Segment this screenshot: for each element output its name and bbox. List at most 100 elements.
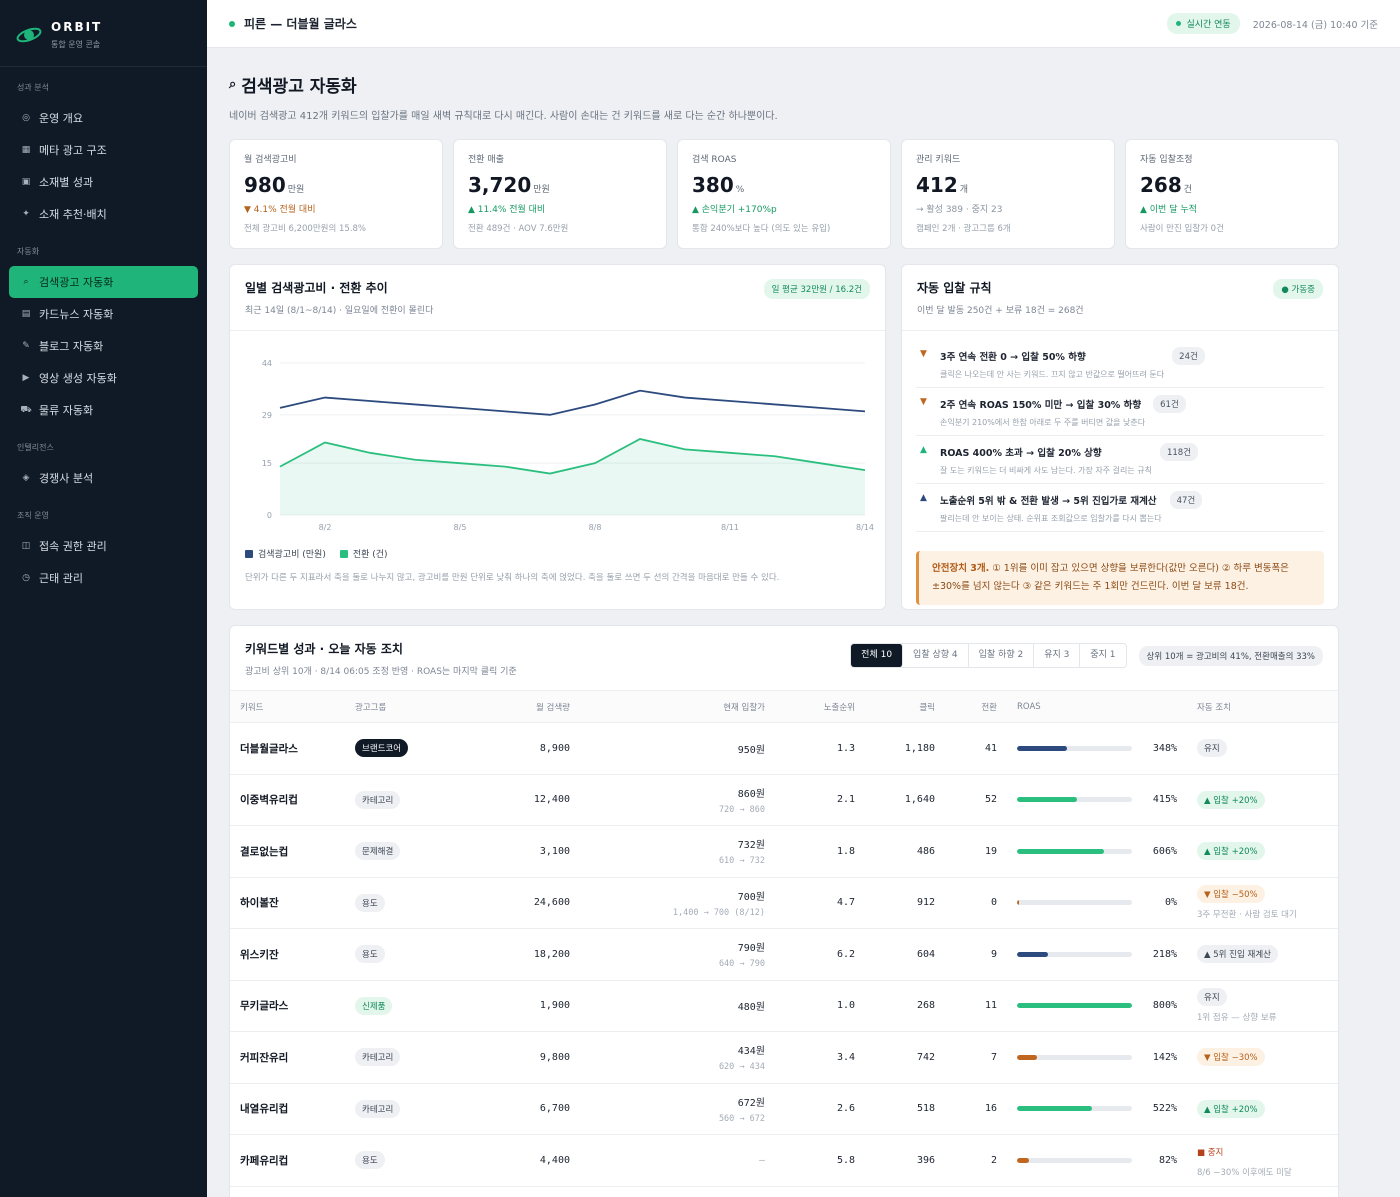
roas-value: 82%	[1158, 1154, 1177, 1166]
table-row[interactable]: 커피잔유리 카테고리 9,800 434원 620 → 434 3.4 742 7 142% ▼ …	[230, 1031, 1338, 1084]
filter-tab[interactable]: 전체 10	[851, 644, 904, 667]
column-header[interactable]: ROAS	[1007, 690, 1187, 723]
bid-cell: 480원	[580, 980, 775, 1032]
table-row[interactable]: 하이볼잔 용도 24,600 700원 1,400 → 700 (8/12) 4.7 912…	[230, 877, 1338, 929]
bid-change: 720 → 860	[718, 804, 765, 815]
filter-tab[interactable]: 중지 1	[1090, 650, 1116, 660]
arrow-up-icon: ▲	[920, 445, 927, 455]
sidebar-item[interactable]: ✦ 소재 추천·배치	[9, 198, 198, 230]
bid-cell: —	[580, 1134, 775, 1187]
sidebar-item[interactable]: ▶ 영상 생성 자동화	[9, 362, 198, 394]
brand[interactable]: ORBIT 통합 운영 콘솔	[0, 0, 207, 67]
kpi-label: 월 검색광고비	[244, 155, 297, 165]
timestamp: 2026-08-14 (금) 10:40 기준	[1252, 19, 1378, 31]
filter-tab[interactable]: 입찰 하향 2	[969, 644, 1035, 667]
roas-cell: 522%	[1007, 1083, 1187, 1135]
roas-cell: 82%	[1007, 1134, 1187, 1187]
main-content: ⌕ 검색광고 자동화 네이버 검색광고 412개 키워드의 입찰가를 매일 새벽 …	[229, 48, 1339, 1197]
current-bid: —	[758, 1154, 765, 1166]
roas-cell: 142%	[1007, 1031, 1187, 1084]
orbit-logo-icon	[16, 27, 42, 43]
nav-section-title: 조직 운영	[17, 511, 49, 520]
table-row[interactable]: 유리컵선물선물5,300450원3.13886326%유지	[230, 1186, 1338, 1197]
conversions-cell: 11	[945, 980, 1007, 1032]
sidebar-item[interactable]: ◷ 근태 관리	[9, 562, 198, 594]
bid-cell: 732원 610 → 732	[580, 825, 775, 878]
search-volume-cell: 24,600	[460, 877, 580, 929]
sidebar-item[interactable]: ▤ 카드뉴스 자동화	[9, 298, 198, 330]
search-volume-cell: 4,400	[460, 1134, 580, 1187]
sidebar-item[interactable]: ◈ 경쟁사 분석	[9, 462, 198, 494]
breadcrumb: 피른 — 더블월 글라스	[244, 17, 357, 31]
legend-spend: 검색광고비 (만원)	[245, 547, 326, 560]
page-title-text: 검색광고 자동화	[241, 77, 357, 97]
table-row[interactable]: 무키글라스 신제품 1,900 480원 1.0 268 11 800% 유지 1위 점유 — 상…	[230, 980, 1338, 1032]
sidebar-nav: 성과 분석 ◎ 운영 개요 ▦ 메타 광고 구조 ▣ 소재별 성과 ✦ 소재 추천·배치 자동화 ⌕…	[0, 82, 207, 594]
sidebar-item[interactable]: ◎ 운영 개요	[9, 102, 198, 134]
filter-tab[interactable]: 입찰 상향 4	[903, 644, 969, 667]
sidebar-item[interactable]: ▣ 소재별 성과	[9, 166, 198, 198]
sidebar-item[interactable]: ◫ 접속 권한 관리	[9, 530, 198, 562]
roas-value: 800%	[1152, 1000, 1177, 1012]
sidebar-item[interactable]: ⛟ 물류 자동화	[9, 394, 198, 426]
column-header[interactable]: 클릭	[865, 690, 945, 723]
column-header[interactable]: 광고그룹	[345, 690, 460, 723]
action-badge: ▲ 입찰 +20%	[1197, 842, 1265, 861]
kpi-unit: 건	[1183, 185, 1193, 195]
nav-icon: ◫	[21, 541, 31, 551]
spend-line	[279, 389, 866, 416]
filter-tab[interactable]: 유지 3	[1034, 644, 1081, 667]
x-tick-label: 8/2	[319, 523, 332, 532]
arrow-down-icon: ▼	[920, 397, 927, 407]
keyword-table-card: 키워드별 성과 · 오늘 자동 조치 광고비 상위 10개 · 8/14 06:…	[229, 625, 1339, 1197]
ad-group-tag: 용도	[355, 1151, 385, 1170]
table-row[interactable]: 더블월글라스 브랜드코어 8,900 950원 1.3 1,180 41 348% 유지	[230, 722, 1338, 775]
table-row[interactable]: 위스키잔 용도 18,200 790원 640 → 790 6.2 604 9 218% ▲ 5위…	[230, 928, 1338, 981]
column-header[interactable]: 전환	[945, 690, 1007, 723]
column-header[interactable]: 자동 조치	[1187, 690, 1338, 723]
kpi-value: 3,720 만원	[468, 173, 550, 197]
filter-tabs: 전체 10 입찰 상향 4 입찰 하향 2 유지 3 중지 1	[850, 643, 1127, 668]
action-cell: ▲ 입찰 +20%	[1187, 1083, 1338, 1135]
rule-desc: 팔리는데 안 보이는 상태. 순위표 조회값으로 입찰가를 다시 뽑는다	[940, 514, 1162, 523]
x-tick-label: 8/5	[454, 523, 467, 532]
action-badge: ▼ 입찰 −30%	[1197, 1048, 1265, 1067]
search-icon: ⌕	[229, 77, 237, 92]
column-header[interactable]: 월 검색량	[460, 690, 580, 723]
clicks-cell: 396	[865, 1134, 945, 1187]
sidebar-item[interactable]: ✎ 블로그 자동화	[9, 330, 198, 362]
sidebar-item[interactable]: ▦ 메타 광고 구조	[9, 134, 198, 166]
keyword-cell: 위스키잔	[230, 928, 345, 981]
table-row[interactable]: 이중벽유리컵 카테고리 12,400 860원 720 → 860 2.1 1,640 52 4…	[230, 774, 1338, 826]
sidebar: ORBIT 통합 운영 콘솔 성과 분석 ◎ 운영 개요 ▦ 메타 광고 구조 ▣ 소재별 …	[0, 0, 207, 1197]
nav-icon: ▤	[21, 309, 31, 319]
table-row[interactable]: 결로없는컵 문제해결 3,100 732원 610 → 732 1.8 486 19 606% ▲…	[230, 825, 1338, 878]
nav-icon: ◎	[22, 113, 30, 123]
table-header-row: 키워드 광고그룹 월 검색량 현재 입찰가 노출순위 클릭 전환 ROAS 자동 조치	[230, 690, 1338, 723]
roas-bar-fill	[1017, 1157, 1029, 1163]
sidebar-item-label: 카드뉴스 자동화	[39, 308, 114, 321]
legend-conv: 전환 (건)	[339, 547, 388, 560]
action-badge: ▼ 입찰 −50%	[1197, 885, 1265, 904]
trend-chart: 0 15 29 44 8/2 8/5 8/8 8/11 8/14	[262, 359, 874, 532]
keyword-cell: 결로없는컵	[230, 825, 345, 878]
action-badge: 유지	[1197, 988, 1227, 1007]
action-badge: ▲ 입찰 +20%	[1197, 1099, 1265, 1118]
sidebar-item[interactable]: ⌕ 검색광고 자동화	[9, 266, 198, 298]
rules-card: 자동 입찰 규칙 이번 달 발동 250건 + 보류 18건 = 268건 ● …	[901, 264, 1339, 610]
table-subtitle: 광고비 상위 10개 · 8/14 06:05 조정 반영 · ROAS는 마지…	[245, 667, 517, 677]
kpi-card: 관리 키워드 412 개 → 활성 389 · 중지 23 캠페인 2개 · 광고그룹 …	[901, 139, 1115, 249]
kpi-unit: %	[735, 185, 745, 195]
rank-cell: 6.2	[775, 928, 865, 981]
roas-value: 142%	[1152, 1051, 1177, 1063]
kpi-value: 268 건	[1140, 173, 1193, 197]
group-cell: 브랜드코어	[345, 722, 460, 775]
column-header[interactable]: 노출순위	[775, 690, 865, 723]
table-row[interactable]: 카페유리컵 용도 4,400 — 5.8 396 2 82% ■ 중지 8/6 −30% 이후에도…	[230, 1134, 1338, 1187]
column-header[interactable]: 현재 입찰가	[580, 690, 775, 723]
table-row[interactable]: 내열유리컵 카테고리 6,700 672원 560 → 672 2.6 518 16 522% ▲…	[230, 1083, 1338, 1135]
column-header[interactable]: 키워드	[230, 690, 345, 723]
kpi-delta: ▼ 4.1% 전월 대비	[244, 205, 316, 215]
bid-cell: 434원 620 → 434	[580, 1031, 775, 1084]
roas-bar-fill	[1017, 745, 1068, 751]
